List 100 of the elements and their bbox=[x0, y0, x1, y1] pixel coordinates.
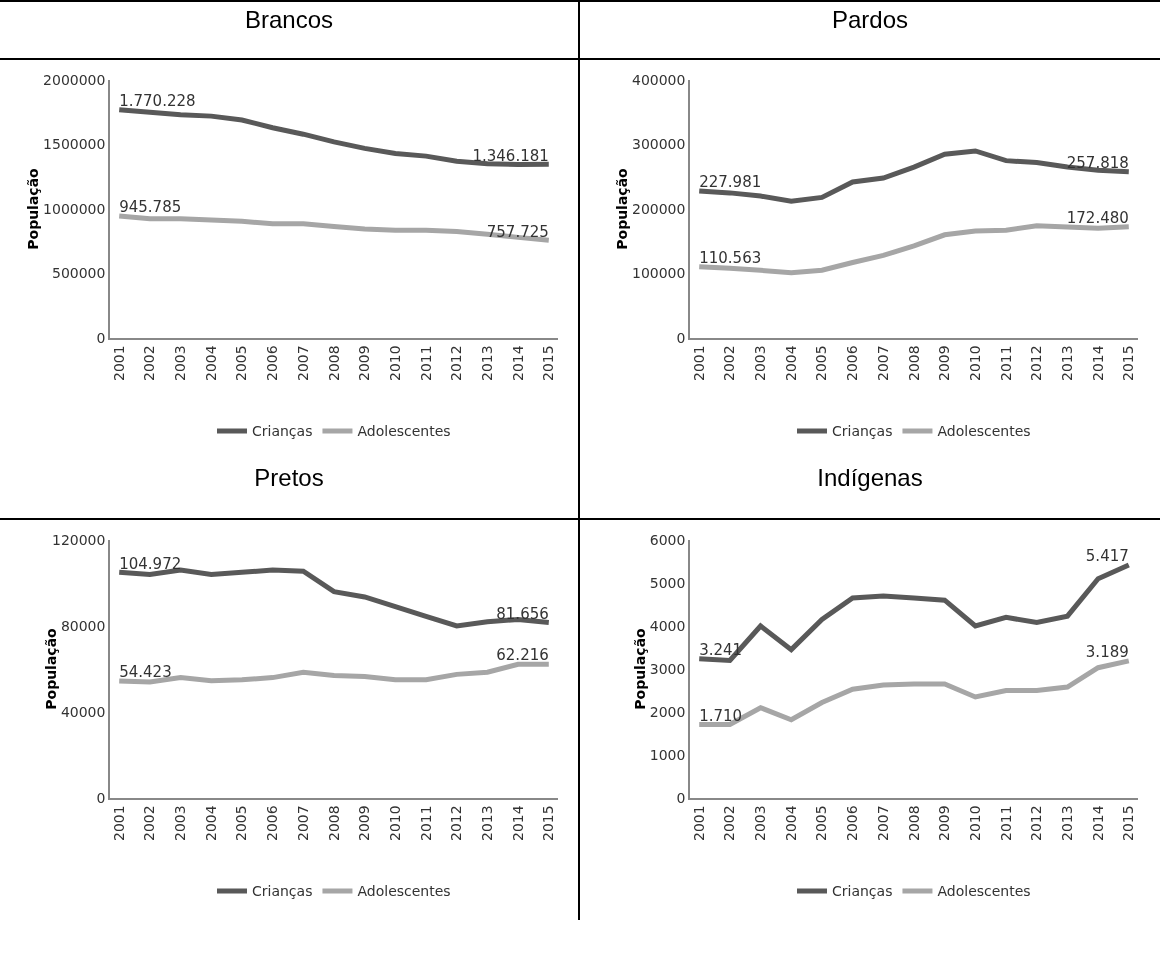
legend-label: Crianças bbox=[252, 423, 313, 440]
x-tick-label: 2004 bbox=[202, 805, 219, 841]
x-tick-label: 2001 bbox=[690, 805, 707, 841]
legend-label: Adolescentes bbox=[937, 423, 1031, 440]
x-tick-label: 2015 bbox=[1120, 345, 1137, 381]
y-tick-label: 2000000 bbox=[43, 71, 106, 88]
legend-label: Crianças bbox=[252, 883, 313, 900]
x-tick-label: 2011 bbox=[417, 345, 434, 381]
data-label: 110.563 bbox=[699, 248, 762, 267]
x-tick-label: 2007 bbox=[294, 345, 311, 381]
x-tick-label: 2003 bbox=[752, 805, 769, 841]
data-label: 5.417 bbox=[1085, 547, 1129, 566]
data-label: 757.725 bbox=[486, 222, 549, 241]
y-tick-label: 120000 bbox=[52, 531, 106, 548]
data-label: 104.972 bbox=[119, 554, 182, 573]
x-tick-label: 2015 bbox=[1120, 805, 1137, 841]
x-tick-label: 2007 bbox=[294, 805, 311, 841]
data-label: 81.656 bbox=[496, 604, 549, 623]
y-axis-title: População bbox=[42, 627, 59, 710]
x-tick-label: 2003 bbox=[172, 345, 189, 381]
x-tick-label: 2011 bbox=[997, 805, 1014, 841]
x-tick-label: 2001 bbox=[110, 805, 127, 841]
x-tick-label: 2009 bbox=[936, 345, 953, 381]
y-tick-label: 6000 bbox=[649, 531, 686, 548]
y-tick-label: 1000 bbox=[649, 746, 686, 763]
x-tick-label: 2007 bbox=[874, 345, 891, 381]
data-label: 62.216 bbox=[496, 646, 549, 665]
legend-label: Adolescentes bbox=[357, 883, 451, 900]
x-tick-label: 2003 bbox=[172, 805, 189, 841]
x-tick-label: 2006 bbox=[264, 345, 281, 381]
x-tick-label: 2010 bbox=[966, 805, 983, 841]
chart-title: Indígenas bbox=[580, 460, 1160, 520]
y-axis-title: População bbox=[631, 627, 648, 710]
chart-title: Pardos bbox=[580, 0, 1160, 60]
x-tick-label: 2003 bbox=[752, 345, 769, 381]
x-tick-label: 2004 bbox=[202, 345, 219, 381]
x-tick-label: 2012 bbox=[448, 345, 465, 381]
x-tick-label: 2015 bbox=[540, 805, 557, 841]
data-label: 257.818 bbox=[1066, 153, 1129, 172]
data-label: 1.710 bbox=[699, 706, 743, 725]
chart-title: Pretos bbox=[0, 460, 578, 520]
y-axis-title: População bbox=[25, 167, 42, 250]
x-tick-label: 2013 bbox=[478, 345, 495, 381]
legend-label: Adolescentes bbox=[357, 423, 451, 440]
x-tick-label: 2005 bbox=[813, 345, 830, 381]
data-label: 1.770.228 bbox=[119, 91, 196, 110]
x-tick-label: 2014 bbox=[1089, 805, 1106, 841]
x-tick-label: 2010 bbox=[386, 805, 403, 841]
x-tick-label: 2001 bbox=[110, 345, 127, 381]
x-tick-label: 2006 bbox=[264, 805, 281, 841]
y-tick-label: 1500000 bbox=[43, 136, 106, 153]
x-tick-label: 2014 bbox=[509, 345, 526, 381]
x-tick-label: 2005 bbox=[233, 345, 250, 381]
x-tick-label: 2008 bbox=[325, 805, 342, 841]
data-label: 945.785 bbox=[119, 198, 182, 217]
y-tick-label: 400000 bbox=[632, 71, 686, 88]
y-tick-label: 80000 bbox=[60, 617, 106, 634]
x-tick-label: 2013 bbox=[1058, 345, 1075, 381]
y-tick-label: 500000 bbox=[52, 265, 106, 282]
data-label: 1.346.181 bbox=[472, 146, 549, 165]
y-tick-label: 200000 bbox=[632, 200, 686, 217]
x-tick-label: 2004 bbox=[782, 345, 799, 381]
x-tick-label: 2010 bbox=[966, 345, 983, 381]
data-label: 54.423 bbox=[119, 663, 172, 682]
y-tick-label: 0 bbox=[676, 329, 686, 346]
legend-label: Crianças bbox=[832, 423, 893, 440]
data-label: 227.981 bbox=[699, 173, 762, 192]
x-tick-label: 2013 bbox=[1058, 805, 1075, 841]
x-tick-label: 2014 bbox=[1089, 345, 1106, 381]
x-tick-label: 2011 bbox=[997, 345, 1014, 381]
y-tick-label: 1000000 bbox=[43, 200, 106, 217]
y-tick-label: 4000 bbox=[649, 617, 686, 634]
x-tick-label: 2012 bbox=[1028, 805, 1045, 841]
x-tick-label: 2006 bbox=[844, 345, 861, 381]
x-tick-label: 2005 bbox=[233, 805, 250, 841]
y-tick-label: 3000 bbox=[649, 660, 686, 677]
y-axis-title: População bbox=[614, 167, 630, 250]
x-tick-label: 2006 bbox=[844, 805, 861, 841]
legend-label: Crianças bbox=[832, 883, 893, 900]
y-tick-label: 100000 bbox=[632, 265, 686, 282]
x-tick-label: 2014 bbox=[509, 805, 526, 841]
x-tick-label: 2009 bbox=[356, 345, 373, 381]
y-tick-label: 5000 bbox=[649, 574, 686, 591]
y-tick-label: 0 bbox=[676, 789, 686, 806]
x-tick-label: 2002 bbox=[721, 805, 738, 841]
data-label: 172.480 bbox=[1066, 209, 1129, 227]
y-tick-label: 40000 bbox=[60, 703, 106, 720]
x-tick-label: 2012 bbox=[1028, 345, 1045, 381]
x-tick-label: 2002 bbox=[141, 805, 158, 841]
x-tick-label: 2007 bbox=[874, 805, 891, 841]
x-tick-label: 2008 bbox=[905, 345, 922, 381]
x-tick-label: 2009 bbox=[356, 805, 373, 841]
x-tick-label: 2004 bbox=[782, 805, 799, 841]
x-tick-label: 2010 bbox=[386, 345, 403, 381]
data-label: 3.189 bbox=[1085, 643, 1129, 662]
x-tick-label: 2011 bbox=[417, 805, 434, 841]
chart-title: Brancos bbox=[0, 0, 578, 60]
x-tick-label: 2002 bbox=[721, 345, 738, 381]
y-tick-label: 300000 bbox=[632, 136, 686, 153]
legend-label: Adolescentes bbox=[937, 883, 1031, 900]
